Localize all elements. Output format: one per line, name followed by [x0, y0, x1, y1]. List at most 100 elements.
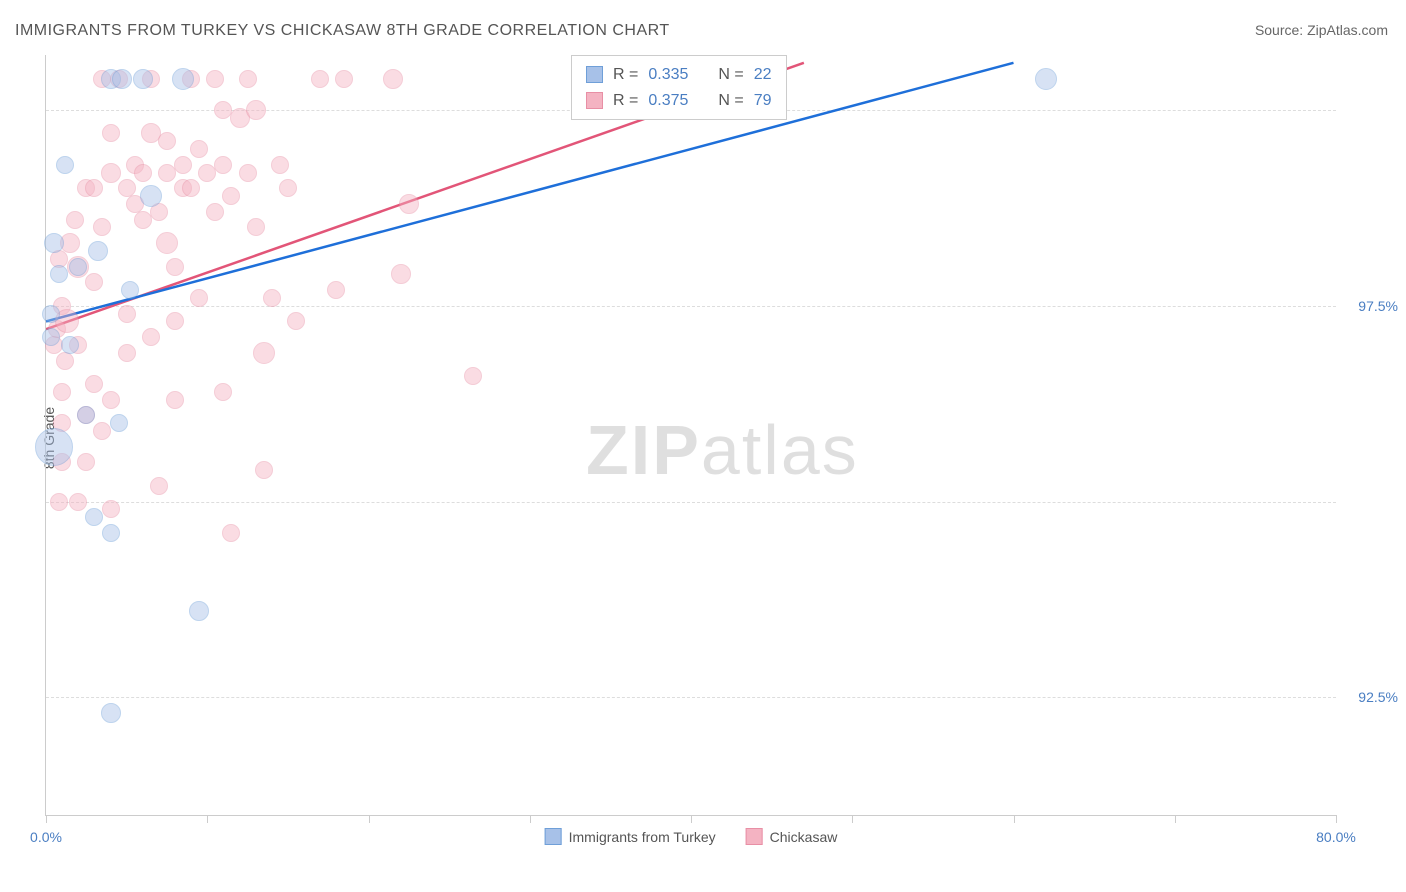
x-tick — [1336, 815, 1337, 823]
chickasaw-point — [255, 461, 273, 479]
turkey-point — [61, 336, 79, 354]
turkey-point — [50, 265, 68, 283]
chickasaw-r-value: 0.375 — [648, 88, 688, 114]
chickasaw-point — [190, 289, 208, 307]
source-name: ZipAtlas.com — [1307, 22, 1388, 38]
chickasaw-point — [66, 211, 84, 229]
chart-source: Source: ZipAtlas.com — [1255, 22, 1388, 38]
chickasaw-point — [102, 124, 120, 142]
turkey-point — [42, 328, 60, 346]
chickasaw-point — [142, 328, 160, 346]
chickasaw-point — [56, 352, 74, 370]
x-tick — [1014, 815, 1015, 823]
chickasaw-point — [263, 289, 281, 307]
chickasaw-point — [85, 375, 103, 393]
chickasaw-point — [156, 232, 178, 254]
chickasaw-point — [77, 453, 95, 471]
chickasaw-point — [93, 218, 111, 236]
turkey-point — [69, 258, 87, 276]
chickasaw-point — [287, 312, 305, 330]
chickasaw-point — [150, 477, 168, 495]
n-label: N = — [718, 62, 743, 88]
chickasaw-point — [102, 391, 120, 409]
chart-title: IMMIGRANTS FROM TURKEY VS CHICKASAW 8TH … — [15, 22, 670, 40]
chickasaw-point — [182, 179, 200, 197]
turkey-point — [102, 524, 120, 542]
swatch-turkey-icon — [586, 66, 603, 83]
turkey-point — [1035, 68, 1057, 90]
turkey-point — [110, 414, 128, 432]
turkey-r-value: 0.335 — [648, 62, 688, 88]
legend-swatch-chickasaw-icon — [746, 828, 763, 845]
chickasaw-point — [239, 164, 257, 182]
chickasaw-point — [118, 344, 136, 362]
x-tick-label: 0.0% — [30, 829, 62, 845]
stats-row-turkey: R = 0.335 N = 22 — [586, 62, 772, 88]
chickasaw-point — [239, 70, 257, 88]
chickasaw-point — [166, 312, 184, 330]
chickasaw-point — [222, 187, 240, 205]
legend-swatch-turkey-icon — [545, 828, 562, 845]
stats-legend-box: R = 0.335 N = 22 R = 0.375 N = 79 — [571, 55, 787, 120]
watermark: ZIPatlas — [586, 410, 859, 490]
n-label-2: N = — [718, 88, 743, 114]
turkey-point — [112, 69, 132, 89]
x-tick — [1175, 815, 1176, 823]
chickasaw-point — [158, 132, 176, 150]
chickasaw-point — [399, 194, 419, 214]
chickasaw-point — [69, 493, 87, 511]
watermark-atlas: atlas — [701, 411, 859, 489]
chickasaw-point — [166, 258, 184, 276]
y-tick-label: 92.5% — [1343, 689, 1398, 705]
turkey-point — [133, 69, 153, 89]
x-tick — [46, 815, 47, 823]
scatter-chart: ZIPatlas R = 0.335 N = 22 R = 0.375 N = … — [45, 55, 1336, 816]
swatch-chickasaw-icon — [586, 92, 603, 109]
legend-bottom: Immigrants from Turkey Chickasaw — [545, 828, 838, 845]
turkey-point — [121, 281, 139, 299]
r-label: R = — [613, 62, 638, 88]
chickasaw-point — [174, 156, 192, 174]
turkey-point — [189, 601, 209, 621]
chickasaw-point — [327, 281, 345, 299]
chickasaw-point — [134, 164, 152, 182]
chickasaw-point — [190, 140, 208, 158]
legend-label-chickasaw: Chickasaw — [770, 829, 838, 845]
turkey-point — [88, 241, 108, 261]
turkey-point — [35, 428, 73, 466]
chickasaw-point — [253, 342, 275, 364]
stats-row-chickasaw: R = 0.375 N = 79 — [586, 88, 772, 114]
chickasaw-point — [118, 305, 136, 323]
r-label-2: R = — [613, 88, 638, 114]
turkey-point — [101, 703, 121, 723]
turkey-point — [85, 508, 103, 526]
x-tick — [691, 815, 692, 823]
chickasaw-point — [53, 383, 71, 401]
chickasaw-point — [206, 70, 224, 88]
legend-item-turkey: Immigrants from Turkey — [545, 828, 716, 845]
chickasaw-point — [464, 367, 482, 385]
legend-label-turkey: Immigrants from Turkey — [569, 829, 716, 845]
y-tick-label: 97.5% — [1343, 298, 1398, 314]
chickasaw-point — [271, 156, 289, 174]
horizontal-gridline — [46, 306, 1336, 307]
chickasaw-n-value: 79 — [754, 88, 772, 114]
chickasaw-point — [247, 218, 265, 236]
turkey-point — [77, 406, 95, 424]
turkey-point — [172, 68, 194, 90]
source-prefix: Source: — [1255, 22, 1307, 38]
chickasaw-point — [101, 163, 121, 183]
chickasaw-point — [246, 100, 266, 120]
chickasaw-point — [214, 156, 232, 174]
legend-item-chickasaw: Chickasaw — [746, 828, 838, 845]
chickasaw-point — [102, 500, 120, 518]
chickasaw-point — [206, 203, 224, 221]
x-tick — [369, 815, 370, 823]
chickasaw-point — [166, 391, 184, 409]
chickasaw-point — [50, 493, 68, 511]
chickasaw-point — [279, 179, 297, 197]
horizontal-gridline — [46, 502, 1336, 503]
chart-header: IMMIGRANTS FROM TURKEY VS CHICKASAW 8TH … — [0, 0, 1406, 50]
chickasaw-point — [391, 264, 411, 284]
x-tick — [530, 815, 531, 823]
